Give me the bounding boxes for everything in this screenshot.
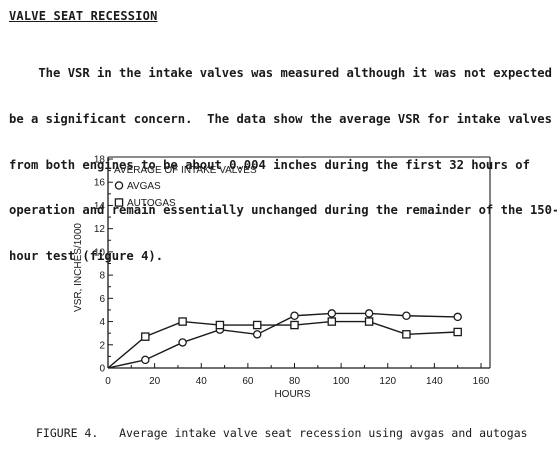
x-tick-label: 20: [149, 376, 161, 387]
avgas-legend-label: AVGAS: [127, 181, 161, 192]
chart-legend: AVGAS AUTOGAS: [114, 181, 176, 209]
autogas-series-line: [107, 320, 458, 369]
figure-caption: FIGURE 4. Average intake valve seat rece…: [36, 426, 528, 440]
x-tick-label: 80: [289, 376, 301, 387]
y-axis-label: VSR, INCHES/1000: [73, 223, 84, 312]
autogas-point: [453, 327, 462, 337]
autogas-point: [327, 317, 337, 326]
autogas-legend-marker: [114, 198, 124, 207]
paragraph-line: from both engines to be about 0.004 inch…: [9, 157, 530, 172]
x-tick-label: 40: [196, 376, 208, 387]
y-tick-label: 16: [94, 178, 106, 189]
chart-series: [107, 309, 462, 369]
autogas-point: [402, 330, 411, 339]
y-tick-label: 6: [99, 294, 105, 305]
y-tick-label: 4: [99, 317, 105, 328]
x-tick-label: 100: [333, 376, 350, 387]
avgas-series-line: [107, 312, 458, 369]
body-paragraph: The VSR in the intake valves was measure…: [9, 36, 557, 279]
avgas-point: [327, 309, 337, 318]
avgas-legend-marker: [114, 181, 124, 190]
x-tick-label: 120: [379, 376, 396, 387]
x-tick-label: 60: [242, 376, 254, 387]
autogas-point: [290, 320, 299, 330]
chart-title: AVERAGE OF INTAKE VALVES: [114, 165, 257, 176]
chart-frame: [107, 156, 491, 369]
y-tick-label: 0: [99, 364, 105, 375]
section-heading: VALVE SEAT RECESSION: [9, 9, 158, 23]
y-tick-label: 8: [99, 271, 105, 282]
x-tick-label: 140: [426, 376, 443, 387]
autogas-point: [215, 320, 225, 330]
x-tick-label: 0: [105, 376, 111, 387]
autogas-point: [141, 332, 150, 341]
avgas-point: [290, 311, 299, 320]
x-tick-label: 160: [473, 376, 490, 387]
paragraph-line: The VSR in the intake valves was measure…: [9, 66, 557, 81]
y-tick-label: 14: [94, 201, 106, 212]
autogas-point: [252, 320, 262, 330]
autogas-point: [178, 317, 187, 326]
avgas-point: [141, 355, 150, 365]
autogas-point: [364, 317, 374, 326]
paragraph-line: operation and remain essentially unchang…: [9, 203, 557, 218]
avgas-point: [364, 309, 374, 318]
avgas-point: [453, 312, 462, 322]
y-tick-label: 12: [94, 224, 106, 235]
y-tick-label: 2: [99, 340, 105, 351]
chart-ticks: 0 2 4 6 8 10 12 14 16 18 0 20 40 60 80 100 120 140 160: [94, 155, 490, 388]
paragraph-line: be a significant concern. The data show …: [9, 112, 552, 127]
avgas-point: [402, 311, 411, 320]
autogas-legend-label: AUTOGAS: [127, 198, 176, 209]
avgas-point: [252, 330, 262, 339]
avgas-point: [178, 338, 187, 347]
y-tick-label: 10: [94, 247, 106, 258]
y-tick-label: 18: [94, 155, 106, 166]
x-axis-label: HOURS: [274, 389, 310, 400]
